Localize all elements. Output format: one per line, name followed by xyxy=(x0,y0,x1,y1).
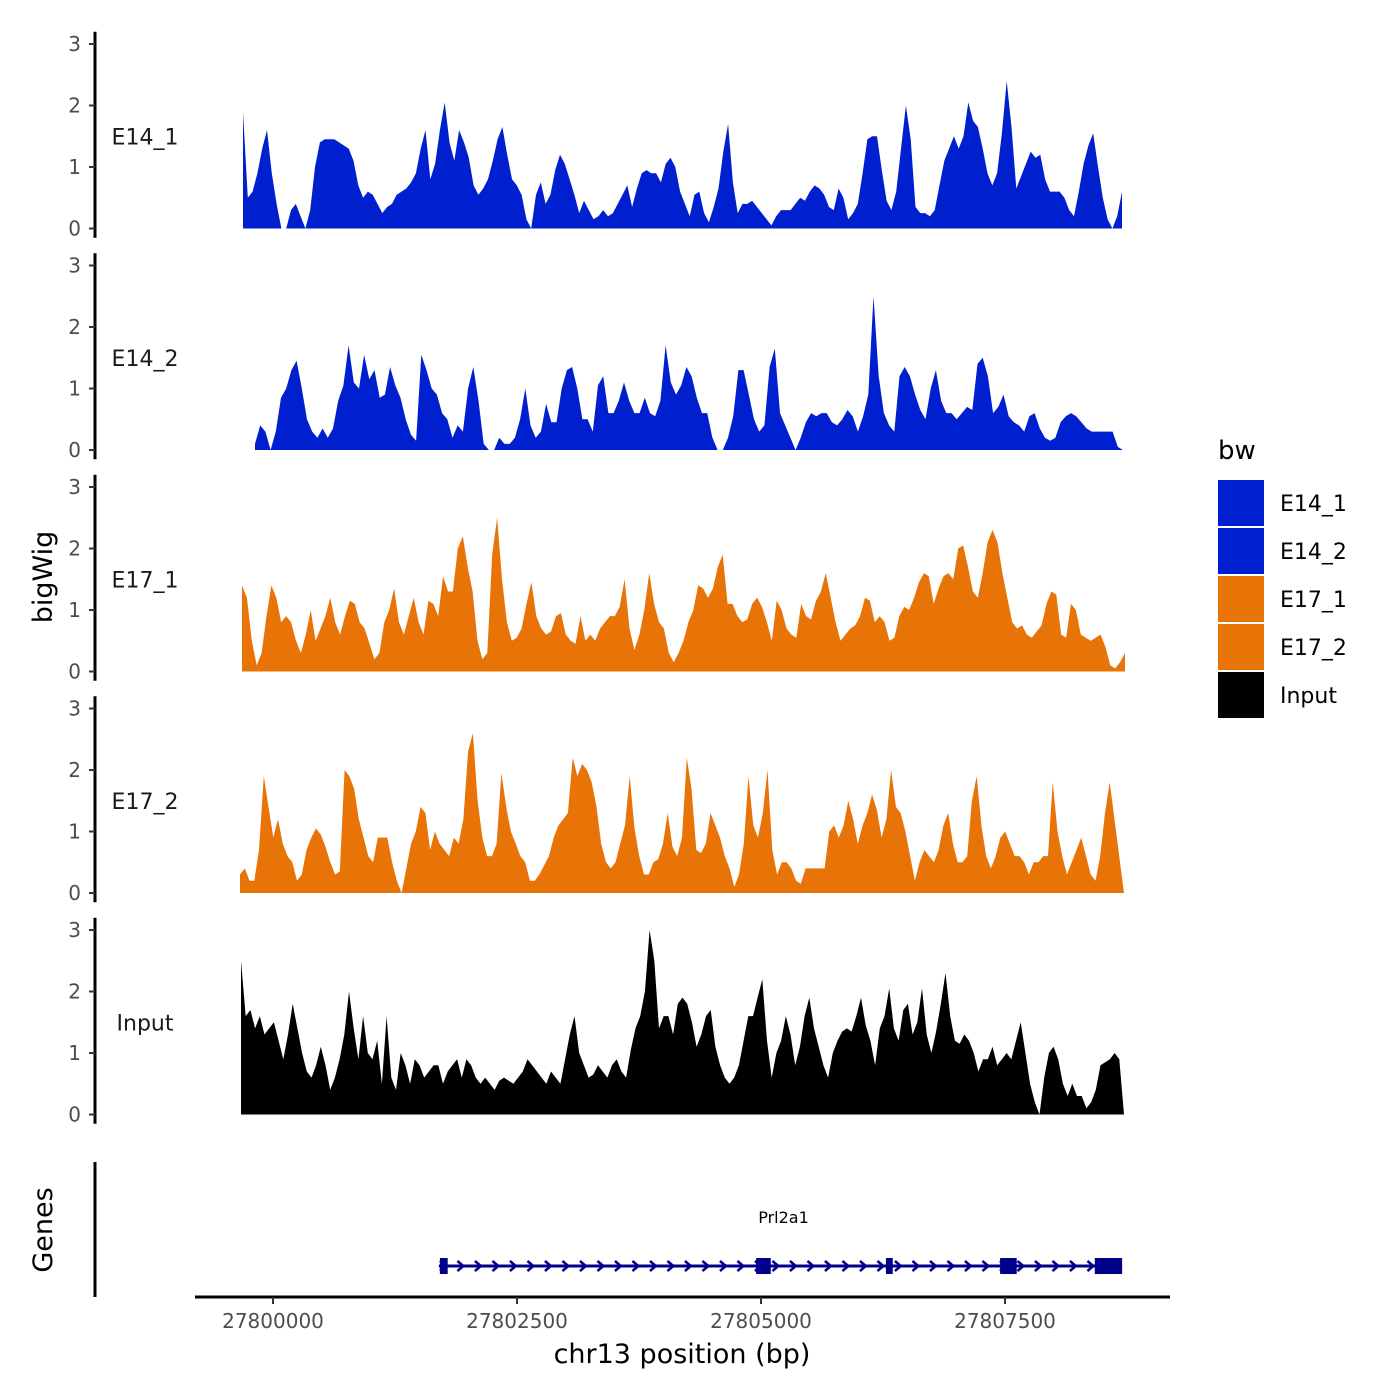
y-tick-label: 0 xyxy=(68,881,81,905)
track-label-e17_1: E17_1 xyxy=(112,568,179,593)
coverage-area-e14_2 xyxy=(255,296,1123,450)
strand-arrow-icon xyxy=(614,1260,623,1272)
track-label-e14_1: E14_1 xyxy=(112,125,179,150)
y-tick-label: 3 xyxy=(68,254,81,278)
y-tick-label: 0 xyxy=(68,1103,81,1127)
y-tick-label: 2 xyxy=(68,980,81,1004)
y-tick-label: 2 xyxy=(68,94,81,118)
legend-swatch-e14_1 xyxy=(1218,480,1264,526)
strand-arrow-icon xyxy=(1051,1260,1061,1272)
coverage-area-e17_2 xyxy=(240,733,1124,893)
strand-arrow-icon xyxy=(596,1260,606,1272)
track-label-e14_2: E14_2 xyxy=(112,347,179,372)
x-axis-title: chr13 position (bp) xyxy=(554,1339,811,1370)
x-axis: 27800000 27802500 27805000 27807500 chr13 p… xyxy=(195,1295,1170,1370)
strand-arrow-icon xyxy=(859,1260,868,1272)
strand-arrow-icon xyxy=(964,1260,973,1272)
track-label-input: Input xyxy=(117,1011,174,1036)
legend-label-e14_1: E14_1 xyxy=(1280,492,1347,517)
gene-panel: Genes Prl2a1 xyxy=(28,1162,1123,1297)
gene-exon-5 xyxy=(1094,1258,1123,1274)
strand-arrow-icon xyxy=(509,1260,518,1272)
strand-arrow-icon xyxy=(929,1260,938,1272)
y-tick-label: 1 xyxy=(68,820,81,844)
y-tick-label: 3 xyxy=(68,32,81,56)
strand-arrow-icon xyxy=(526,1260,536,1272)
strand-arrow-icon xyxy=(456,1260,466,1272)
strand-arrow-icon xyxy=(894,1260,903,1272)
strand-arrow-icon xyxy=(1086,1260,1096,1272)
gene-name-label: Prl2a1 xyxy=(758,1208,809,1227)
gene-exon-4 xyxy=(1000,1258,1017,1274)
y-axis-title: bigWig xyxy=(28,531,59,624)
strand-arrow-icon xyxy=(544,1260,553,1272)
legend-title: bw xyxy=(1218,436,1256,466)
legend-label-e17_1: E17_1 xyxy=(1280,588,1347,613)
strand-arrow-icon xyxy=(1034,1260,1043,1272)
gene-panel-label: Genes xyxy=(28,1187,59,1272)
coverage-area-e17_1 xyxy=(242,517,1125,672)
strand-arrow-icon xyxy=(771,1260,781,1272)
x-tick-label: 27802500 xyxy=(466,1309,568,1333)
strand-arrow-icon xyxy=(1016,1260,1026,1272)
strand-arrow-icon xyxy=(1069,1260,1078,1272)
strand-arrow-icon xyxy=(806,1260,816,1272)
y-axes: 0 1 2 3 0 1 2 3 0 1 2 3 0 1 2 3 0 1 2 3 xyxy=(68,31,97,1127)
legend-swatch-e17_2 xyxy=(1218,624,1264,670)
strand-arrow-icon xyxy=(666,1260,676,1272)
strand-arrow-icon xyxy=(474,1260,483,1272)
y-tick-label: 0 xyxy=(68,438,81,462)
gene-exon-3 xyxy=(885,1258,893,1274)
legend-swatch-input xyxy=(1218,672,1264,718)
y-tick-label: 2 xyxy=(68,537,81,561)
strand-arrow-icon xyxy=(631,1260,641,1272)
coverage-area-e14_1 xyxy=(243,80,1122,229)
y-tick-label: 1 xyxy=(68,377,81,401)
strand-arrow-icon xyxy=(649,1260,658,1272)
strand-arrow-icon xyxy=(736,1260,746,1272)
strand-arrow-icon xyxy=(789,1260,798,1272)
strand-arrow-icon xyxy=(841,1260,851,1272)
legend-label-e17_2: E17_2 xyxy=(1280,636,1347,661)
strand-arrow-icon xyxy=(981,1260,991,1272)
legend-items: E14_1 E14_2 E17_1 E17_2 Input xyxy=(1218,480,1347,718)
track-label-e17_2: E17_2 xyxy=(112,790,179,815)
coverage-tracks: E14_1 E14_2 E17_1 E17_2 Input xyxy=(112,80,1125,1115)
legend-label-input: Input xyxy=(1280,684,1337,709)
strand-arrow-icon xyxy=(719,1260,728,1272)
y-tick-label: 3 xyxy=(68,475,81,499)
gene-model xyxy=(438,1258,1123,1274)
y-tick-label: 3 xyxy=(68,918,81,942)
y-tick-label: 3 xyxy=(68,697,81,721)
y-tick-label: 1 xyxy=(68,155,81,179)
strand-arrow-icon xyxy=(579,1260,588,1272)
y-tick-label: 2 xyxy=(68,758,81,782)
strand-arrow-icon xyxy=(946,1260,956,1272)
strand-arrow-icon xyxy=(701,1260,711,1272)
y-tick-label: 0 xyxy=(68,660,81,684)
x-tick-label: 27805000 xyxy=(710,1309,812,1333)
x-tick-label: 27800000 xyxy=(222,1309,324,1333)
legend-swatch-e14_2 xyxy=(1218,528,1264,574)
coverage-area-input xyxy=(241,930,1124,1115)
legend-swatch-e17_1 xyxy=(1218,576,1264,622)
y-tick-label: 2 xyxy=(68,315,81,339)
strand-arrow-icon xyxy=(491,1260,501,1272)
y-tick-label: 1 xyxy=(68,598,81,622)
gene-exon-1 xyxy=(439,1258,448,1274)
strand-arrow-icon xyxy=(684,1260,693,1272)
gene-exon-2 xyxy=(756,1258,771,1274)
x-tick-label: 27807500 xyxy=(954,1309,1056,1333)
strand-arrow-icon xyxy=(824,1260,833,1272)
y-tick-label: 1 xyxy=(68,1041,81,1065)
strand-arrow-icon xyxy=(561,1260,571,1272)
strand-arrow-icon xyxy=(911,1260,921,1272)
strand-arrow-icon xyxy=(876,1260,886,1272)
legend: bw E14_1 E14_2 E17_1 E17_2 Input xyxy=(1218,436,1347,718)
legend-label-e14_2: E14_2 xyxy=(1280,540,1347,565)
x-ticks: 27800000 27802500 27805000 27807500 xyxy=(222,1297,1056,1333)
y-tick-label: 0 xyxy=(68,217,81,241)
